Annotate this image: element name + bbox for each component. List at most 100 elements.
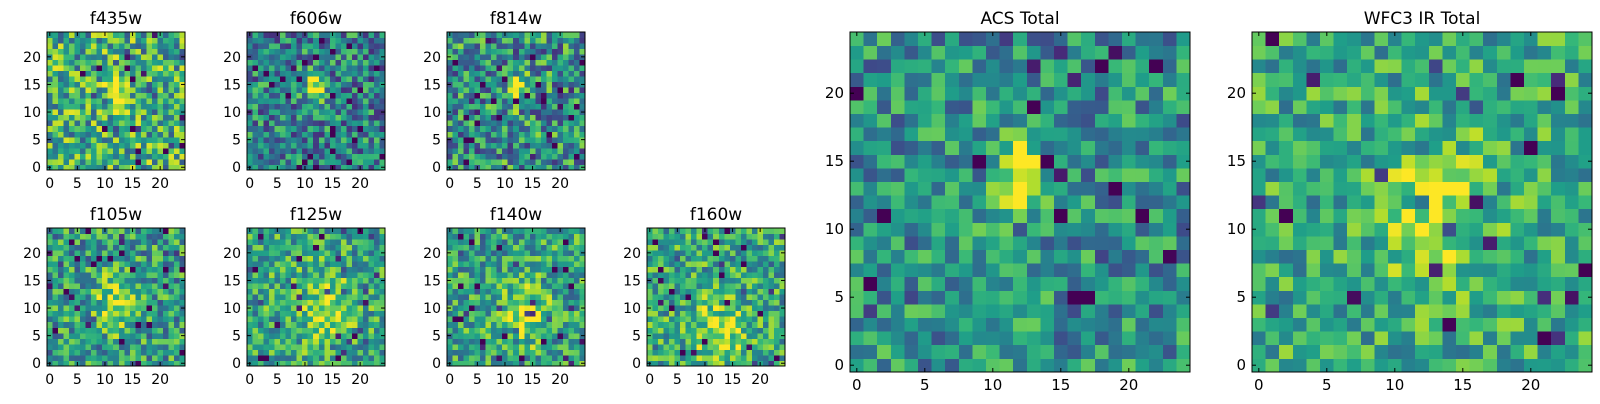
heatmap-cell	[469, 311, 475, 317]
heatmap-cell	[58, 234, 64, 240]
heatmap-cell	[80, 54, 86, 60]
heatmap-cell	[535, 131, 541, 137]
heatmap-cell	[1122, 304, 1136, 318]
heatmap-cell	[302, 289, 308, 295]
heatmap-cell	[152, 278, 158, 284]
heatmap-cell	[113, 344, 119, 350]
heatmap-cell	[324, 109, 330, 115]
heatmap-cell	[69, 87, 75, 93]
heatmap-cell	[130, 283, 136, 289]
heatmap-cell	[102, 261, 108, 267]
heatmap-cell	[1054, 195, 1068, 209]
heatmap-cell	[664, 278, 670, 284]
heatmap-cell	[374, 311, 380, 317]
heatmap-cell	[130, 49, 136, 55]
heatmap-cell	[486, 87, 492, 93]
heatmap-cell	[47, 131, 53, 137]
x-tick-label: 15	[724, 372, 742, 388]
heatmap-cell	[972, 331, 986, 345]
heatmap-cell	[669, 245, 675, 251]
heatmap-cell	[697, 333, 703, 339]
heatmap-cell	[291, 54, 297, 60]
heatmap-cell	[675, 245, 681, 251]
heatmap-cell	[480, 60, 486, 66]
heatmap-cell	[368, 60, 374, 66]
heatmap-cell	[524, 142, 530, 148]
heatmap-cell	[319, 283, 325, 289]
heatmap-cell	[702, 333, 708, 339]
heatmap-cell	[530, 38, 536, 44]
heatmap-cell	[1176, 195, 1190, 209]
heatmap-cell	[247, 142, 253, 148]
heatmap-cell	[541, 349, 547, 355]
heatmap-cell	[291, 283, 297, 289]
heatmap-cell	[519, 327, 525, 333]
heatmap-cell	[157, 239, 163, 245]
heatmap-cell	[275, 137, 281, 143]
heatmap-cell	[464, 234, 470, 240]
heatmap-cell	[535, 43, 541, 49]
heatmap-cell	[291, 338, 297, 344]
heatmap-cell	[86, 60, 92, 66]
heatmap-cell	[102, 71, 108, 77]
heatmap-cell	[1108, 182, 1122, 196]
heatmap-cell	[568, 272, 574, 278]
heatmap-cell	[108, 98, 114, 104]
heatmap-cell	[86, 283, 92, 289]
heatmap-cell	[1000, 263, 1014, 277]
heatmap-cell	[108, 272, 114, 278]
heatmap-cell	[108, 239, 114, 245]
heatmap-cell	[308, 228, 314, 234]
heatmap-cell	[357, 305, 363, 311]
heatmap-cell	[741, 316, 747, 322]
heatmap-cell	[86, 71, 92, 77]
heatmap-cell	[352, 54, 358, 60]
heatmap-cell	[269, 272, 275, 278]
heatmap-cell	[1054, 318, 1068, 332]
heatmap-cell	[491, 338, 497, 344]
heatmap-cell	[113, 54, 119, 60]
heatmap-cell	[313, 43, 319, 49]
heatmap-cell	[697, 278, 703, 284]
heatmap-cell	[58, 250, 64, 256]
heatmap-cell	[458, 109, 464, 115]
heatmap-cell	[97, 333, 103, 339]
heatmap-cell	[130, 261, 136, 267]
heatmap-cell	[47, 115, 53, 121]
heatmap-cell	[541, 333, 547, 339]
heatmap-cell	[464, 76, 470, 82]
heatmap-cell	[1068, 209, 1082, 223]
heatmap-cell	[319, 327, 325, 333]
heatmap-cell	[368, 71, 374, 77]
heatmap-cell	[513, 60, 519, 66]
heatmap-cell	[357, 126, 363, 132]
heatmap-cell	[757, 283, 763, 289]
heatmap-cell	[374, 126, 380, 132]
heatmap-cell	[258, 153, 264, 159]
heatmap-cell	[568, 148, 574, 154]
heatmap-cell	[1054, 209, 1068, 223]
heatmap-cell	[535, 60, 541, 66]
heatmap-cell	[541, 137, 547, 143]
heatmap-cell	[324, 228, 330, 234]
heatmap-cell	[174, 250, 180, 256]
heatmap-cell	[675, 349, 681, 355]
heatmap-cell	[374, 234, 380, 240]
heatmap-cell	[735, 344, 741, 350]
heatmap-cell	[108, 65, 114, 71]
heatmap-cell	[269, 32, 275, 38]
heatmap-cell	[486, 93, 492, 99]
heatmap-cell	[363, 333, 369, 339]
heatmap-cell	[152, 333, 158, 339]
heatmap-cell	[904, 358, 918, 372]
heatmap-cell	[64, 71, 70, 77]
heatmap-cell	[508, 120, 514, 126]
heatmap-cell	[541, 256, 547, 262]
heatmap-cell	[653, 316, 659, 322]
heatmap-cell	[58, 126, 64, 132]
heatmap-cell	[280, 76, 286, 82]
heatmap-cell	[264, 153, 270, 159]
heatmap-cell	[168, 137, 174, 143]
heatmap-cell	[258, 267, 264, 273]
heatmap-cell	[253, 65, 259, 71]
